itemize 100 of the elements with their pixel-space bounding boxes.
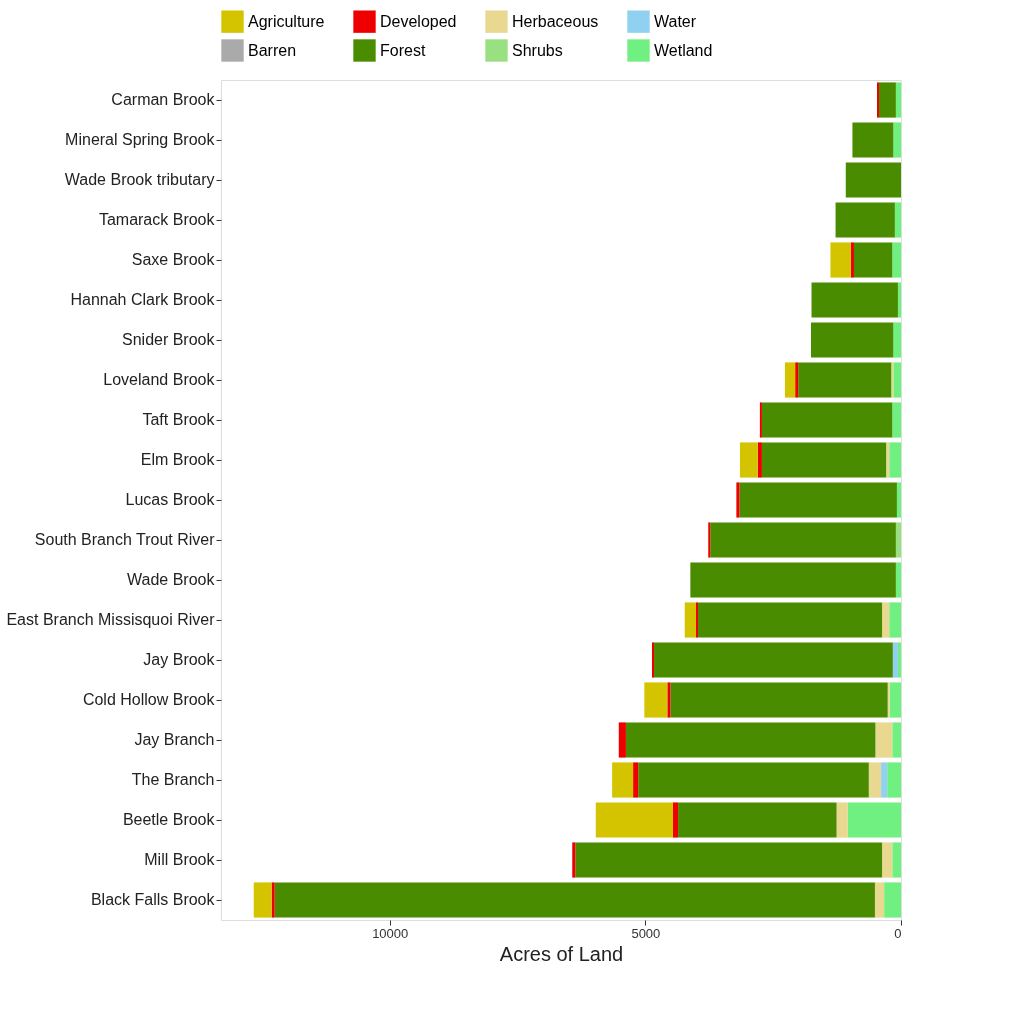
bar <box>710 522 896 558</box>
y-tick-label: Hannah Clark Brook <box>70 291 216 308</box>
bar <box>625 722 876 758</box>
bar <box>759 402 762 438</box>
bar <box>879 82 896 118</box>
legend-label: Agriculture <box>248 12 325 30</box>
bar <box>690 562 896 598</box>
y-tick-label: Elm Brook <box>140 451 216 468</box>
y-tick-label: Carman Brook <box>111 91 216 108</box>
y-tick-label: East Branch Missisquoi River <box>6 611 216 628</box>
bar <box>652 642 655 678</box>
bar <box>892 842 901 878</box>
bar <box>811 322 894 358</box>
bar <box>889 442 901 478</box>
bar <box>893 122 901 158</box>
bar <box>882 842 893 878</box>
legend-label: Shrubs <box>512 41 563 59</box>
bar <box>895 82 901 118</box>
y-tick-label: Mineral Spring Brook <box>65 131 216 148</box>
bar <box>667 682 671 718</box>
y-tick-label: Black Falls Brook <box>90 891 216 908</box>
legend-label: Herbaceous <box>512 12 599 30</box>
bar <box>884 882 901 918</box>
bar <box>852 122 894 158</box>
bar <box>847 802 901 838</box>
bar <box>891 362 894 398</box>
x-tick-label: 10000 <box>372 925 409 941</box>
legend-label: Barren <box>248 41 297 59</box>
y-tick-label: South Branch Trout River <box>34 531 216 548</box>
y-tick-label: Wade Brook <box>127 571 216 588</box>
y-tick-label: Loveland Brook <box>103 371 216 388</box>
bar <box>889 602 901 638</box>
bar <box>895 562 901 598</box>
bar <box>253 882 272 918</box>
x-tick-label: 5000 <box>631 925 661 941</box>
bar <box>736 482 740 518</box>
bar <box>876 82 880 118</box>
bar <box>670 682 888 718</box>
bar <box>836 802 848 838</box>
x-axis-title: Acres of Land <box>499 942 624 965</box>
bar <box>633 762 639 798</box>
bar <box>897 642 901 678</box>
y-tick-label: Saxe Brook <box>131 251 216 268</box>
bar <box>757 442 762 478</box>
legend-label: Developed <box>380 12 457 30</box>
bar <box>881 762 888 798</box>
bar <box>892 722 901 758</box>
bar <box>784 362 796 398</box>
bar <box>887 762 901 798</box>
bar <box>695 602 699 638</box>
bar <box>678 802 837 838</box>
bar <box>575 842 883 878</box>
bar <box>875 722 893 758</box>
bar <box>644 682 668 718</box>
y-tick-label: Cold Hollow Brook <box>82 691 216 708</box>
y-tick-label: Lucas Brook <box>125 491 216 508</box>
bar <box>835 202 895 238</box>
bar <box>698 602 883 638</box>
bar <box>811 282 898 318</box>
bar <box>893 322 901 358</box>
bar <box>893 362 901 398</box>
legend-label: Wetland <box>654 41 713 59</box>
bar <box>271 882 275 918</box>
legend-label: Forest <box>380 41 426 59</box>
bar <box>654 642 893 678</box>
bar <box>896 482 901 518</box>
bar <box>618 722 626 758</box>
y-tick-label: Snider Brook <box>122 331 216 348</box>
x-tick-label: 0 <box>894 925 902 941</box>
bar <box>874 882 885 918</box>
bar <box>612 762 634 798</box>
y-tick-label: Tamarack Brook <box>98 211 216 228</box>
bar <box>868 762 882 798</box>
bar <box>638 762 869 798</box>
legend-label: Water <box>654 12 697 30</box>
y-tick-label: Beetle Brook <box>122 811 216 828</box>
bar <box>887 682 890 718</box>
bar <box>684 602 696 638</box>
bar <box>572 842 576 878</box>
bar <box>850 242 854 278</box>
y-tick-label: Jay Brook <box>143 651 216 668</box>
y-tick-label: Jay Branch <box>134 731 215 748</box>
bar <box>882 602 890 638</box>
bar <box>761 402 893 438</box>
y-tick-label: Taft Brook <box>142 411 216 428</box>
bar <box>798 362 892 398</box>
bar <box>853 242 893 278</box>
bar <box>830 242 851 278</box>
bar <box>897 282 901 318</box>
y-tick-label: The Branch <box>131 771 215 788</box>
bar <box>894 202 901 238</box>
bar <box>739 482 897 518</box>
bar <box>892 642 898 678</box>
bar <box>672 802 679 838</box>
bar <box>889 682 901 718</box>
bar <box>892 242 901 278</box>
bar <box>886 442 890 478</box>
bar <box>845 162 901 198</box>
bar <box>795 362 799 398</box>
bar <box>761 442 887 478</box>
